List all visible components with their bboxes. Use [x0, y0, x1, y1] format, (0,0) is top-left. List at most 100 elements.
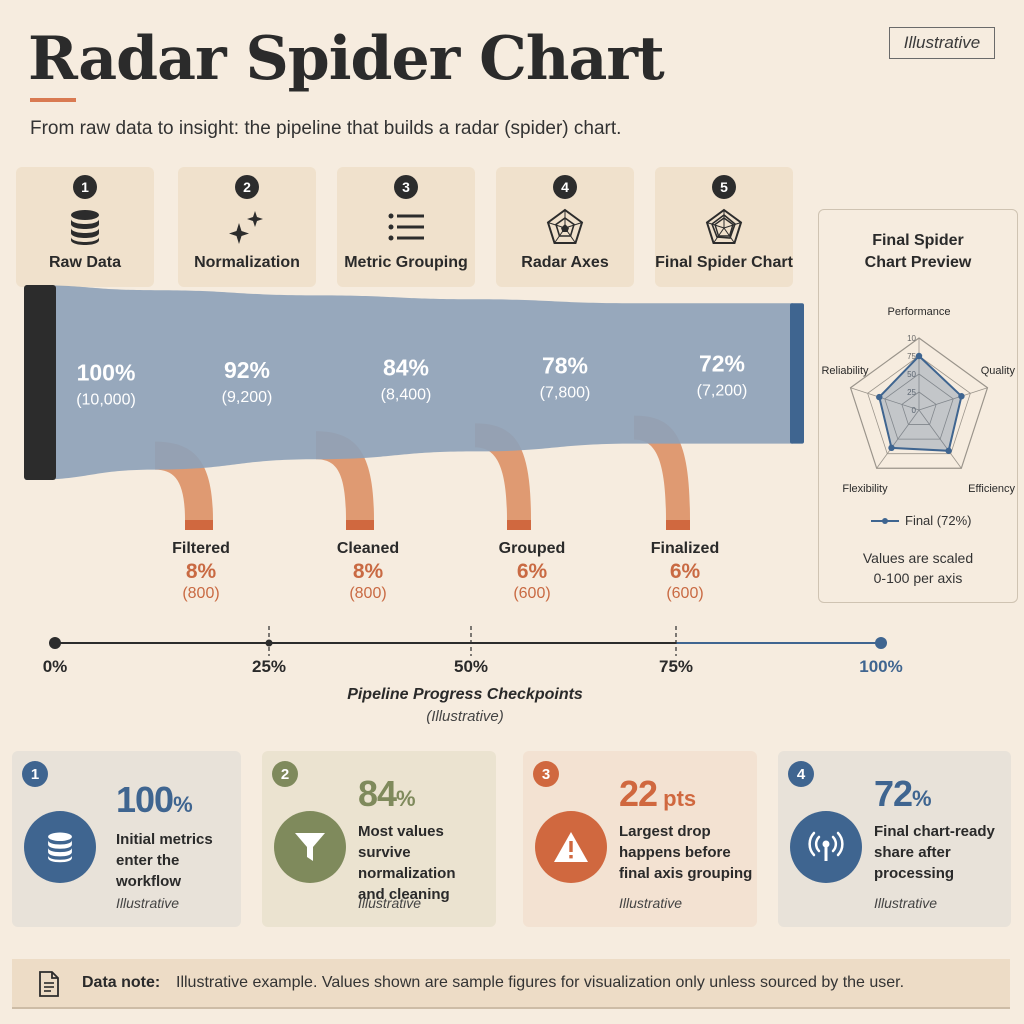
pipeline-flow-diagram: 100% (10,000) 92% (9,200) 84% (8,400) 78% (7,80…	[24, 285, 804, 530]
radar-ring-label: 50	[907, 370, 916, 379]
radar-point	[888, 444, 895, 452]
drop-grouped: Grouped 6% (600)	[477, 540, 587, 603]
drop-percent: 8%	[352, 560, 384, 583]
kpi-icon-circle	[790, 811, 862, 883]
flow-band-5	[634, 303, 793, 444]
drop-flow-cap-2	[346, 520, 374, 530]
flow-count: (9,200)	[222, 389, 273, 406]
drop-filtered: Filtered 8% (800)	[146, 540, 256, 603]
kpi-value: 22 pts	[619, 773, 696, 815]
kpi-desc-line: final axis grouping	[619, 865, 753, 882]
kpi-description: Initial metrics enter the workflow	[116, 829, 241, 892]
spider-chart-preview: Final Spider Chart Preview 10 75 50 25 0 Per…	[818, 209, 1018, 603]
document-icon	[39, 971, 59, 997]
kpi-desc-line: survive normalization	[358, 844, 456, 882]
tick-50: 50%	[453, 657, 489, 676]
kpi-value-number: 22	[619, 773, 658, 814]
kpi-footnote: Illustrative	[874, 895, 938, 911]
preview-title-line2: Chart Preview	[864, 254, 972, 271]
drop-count: (600)	[666, 585, 704, 602]
radar-ring-label: 0	[912, 406, 917, 415]
kpi-icon-circle	[24, 811, 96, 883]
broadcast-icon	[808, 831, 844, 861]
radar-ring-label: 10	[907, 334, 916, 343]
radar-grid-ring	[901, 391, 937, 425]
drop-count: (800)	[182, 585, 220, 602]
kpi-number: 2	[272, 761, 298, 787]
radar-point	[958, 393, 965, 400]
preview-note: Values are scaled 0-100 per axis	[819, 548, 1017, 588]
tick-0: 0%	[42, 657, 68, 676]
kpi-desc-line: Most values	[358, 823, 444, 840]
kpi-card-largest-drop: 3 22 pts Largest drop happens before fin…	[523, 751, 757, 927]
radar-spoke	[850, 387, 920, 411]
data-note-bar: Data note: Illustrative example. Values …	[12, 959, 1010, 1009]
illustrative-badge: Illustrative	[889, 27, 995, 59]
kpi-desc-line: Final chart-ready	[874, 823, 995, 840]
radar-series-area	[878, 354, 963, 452]
title-underline	[30, 98, 76, 102]
flow-count: (7,200)	[697, 382, 748, 399]
stage-number: 4	[553, 175, 577, 199]
radar-spoke	[918, 409, 962, 469]
kpi-card-survive-normalization: 2 84% Most values survive normalization …	[262, 751, 496, 927]
preview-note-line1: Values are scaled	[862, 550, 974, 566]
database-icon	[48, 832, 72, 863]
progress-axis-subtitle: (Illustrative)	[426, 708, 504, 725]
legend-line-icon	[871, 517, 899, 524]
drop-percent: 6%	[669, 560, 701, 583]
kpi-desc-line: and cleaning	[358, 886, 450, 903]
radar-axis-label: Performance	[888, 306, 951, 318]
flow-percent: 84%	[383, 354, 429, 380]
radar-grid-ring	[849, 337, 989, 469]
progress-end-dot	[875, 637, 887, 649]
progress-start-dot	[49, 637, 61, 649]
kpi-value-number: 84	[358, 773, 397, 814]
drop-percent: 8%	[185, 560, 217, 583]
flow-start-bar	[24, 285, 56, 480]
database-icon	[71, 210, 99, 245]
drop-count: (800)	[349, 585, 387, 602]
radar-point	[945, 447, 952, 454]
stage-card-raw-data: 1 Raw Data	[16, 167, 154, 287]
kpi-description: Final chart-ready share after processing	[874, 821, 995, 884]
list-icon	[388, 213, 424, 241]
radar-grid-ring	[867, 355, 971, 455]
stage-label: Metric Grouping	[344, 254, 468, 271]
kpi-desc-line: Initial metrics	[116, 831, 213, 848]
radar-axis-label: Reliability	[821, 365, 869, 377]
stage-number: 3	[394, 175, 418, 199]
flow-end-bar	[790, 303, 804, 444]
kpi-desc-line: Largest drop	[619, 823, 711, 840]
kpi-value-unit: %	[173, 792, 193, 817]
flow-band-1	[26, 285, 155, 480]
radar-spoke	[876, 409, 920, 469]
radar-icon	[546, 208, 584, 244]
kpi-icon-circle	[535, 811, 607, 883]
kpi-desc-line: happens before	[619, 844, 731, 861]
page-title: Radar Spider Chart	[28, 24, 665, 94]
kpi-desc-line: share after	[874, 844, 951, 861]
preview-title-line1: Final Spider	[872, 232, 964, 249]
flow-band-4	[475, 299, 634, 452]
kpi-footnote: Illustrative	[116, 895, 180, 911]
radar-axis-label: Quality	[981, 365, 1016, 377]
sparkle-icon	[229, 211, 263, 244]
flow-count: (7,800)	[540, 384, 591, 401]
stage-card-radar-axes: 4 Radar Axes	[496, 167, 634, 287]
stage-card-normalization: 2 Normalization	[178, 167, 316, 287]
page-subtitle: From raw data to insight: the pipeline t…	[30, 118, 622, 139]
kpi-number: 3	[533, 761, 559, 787]
warning-icon	[554, 832, 588, 862]
flow-count: (10,000)	[76, 392, 136, 409]
flow-percent: 78%	[542, 352, 588, 378]
drop-label: Filtered	[172, 540, 230, 557]
flow-percent: 100%	[77, 360, 136, 386]
drop-label: Finalized	[650, 540, 720, 557]
stage-number: 1	[73, 175, 97, 199]
radar-spoke	[918, 387, 988, 411]
spider-chart-icon	[705, 208, 743, 244]
flow-percent: 92%	[224, 357, 270, 383]
tick-100: 100%	[859, 657, 903, 676]
tick-25: 25%	[251, 657, 287, 676]
